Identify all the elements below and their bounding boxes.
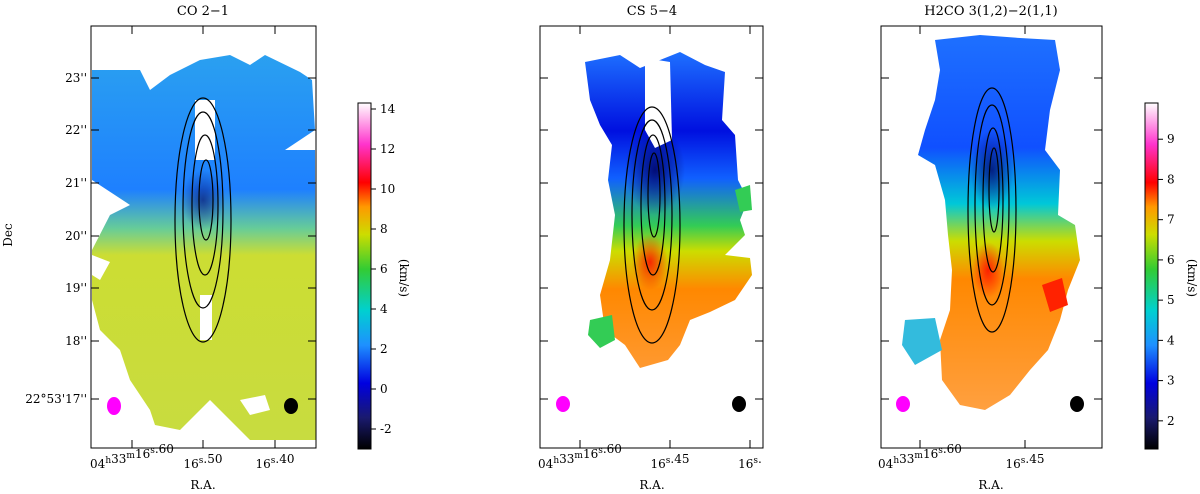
- colorbar: -2 0 2 4 6 8 10 12 14 (km/s): [357, 102, 411, 450]
- beam-synthesized: [107, 397, 121, 415]
- colorbar-tick-label: 10: [380, 182, 395, 196]
- panel-title: CS 5−4: [627, 4, 677, 19]
- colorbar-tick-label: 2: [380, 342, 388, 356]
- cyan-patch: [902, 318, 942, 365]
- colorbar-tick-label: 9: [1167, 132, 1175, 146]
- colorbar-tick-label: 2: [1167, 414, 1175, 428]
- tick-label: 04h33m16s.60: [878, 442, 962, 471]
- panel-co: CO 2−1 23'' 22'' 21'' 20'' 19'' 18'' 22°53'17'…: [1, 4, 317, 492]
- white-hole: [240, 395, 270, 415]
- tick-label: 16s.40: [256, 452, 295, 471]
- y-ticks: [881, 77, 1102, 400]
- x-ticks: 04h33m16s.60 16s.45: [878, 26, 1045, 471]
- beam-reference: [732, 396, 746, 412]
- tick-label: 04h33m16s.60: [538, 442, 622, 471]
- x-ticks: 04h33m16s.60 16s.45 16s.: [538, 26, 762, 471]
- colorbar-tick-label: 6: [1167, 253, 1175, 267]
- colorbar-tick-label: 3: [1167, 374, 1175, 388]
- colorbar-tick-label: 0: [380, 382, 388, 396]
- tick-label: 22'': [65, 123, 87, 137]
- plot-frame: [539, 25, 764, 449]
- tick-label: 21'': [65, 176, 87, 190]
- beam-synthesized: [896, 396, 910, 412]
- colorbar-tick-label: 14: [380, 102, 396, 116]
- tick-label: 23'': [65, 71, 87, 85]
- tick-label: 16s.50: [184, 452, 223, 471]
- x-axis-label: R.A.: [639, 478, 664, 492]
- colorbar-tick-label: 12: [380, 142, 395, 156]
- tick-label: 18'': [65, 334, 87, 348]
- x-axis-label: R.A.: [978, 478, 1003, 492]
- y-ticks: 23'' 22'' 21'' 20'' 19'' 18'' 22°53'17'': [25, 71, 316, 406]
- tick-label: 19'': [65, 281, 87, 295]
- x-axis-label: R.A.: [190, 478, 215, 492]
- y-ticks: [540, 77, 763, 400]
- red-core: [972, 242, 1004, 298]
- tick-label: 20'': [65, 229, 87, 243]
- white-hole: [92, 255, 110, 280]
- colorbar: 2 3 4 5 6 7 8 9 (km/s): [1144, 102, 1199, 450]
- colorbar-tick-label: 4: [380, 302, 388, 316]
- contours: [967, 87, 1017, 333]
- white-gap: [200, 295, 212, 340]
- panel-h2co: H2CO 3(1,2)−2(1,1) 04h33m16s.60 16s.45 R.…: [878, 4, 1103, 492]
- white-hole: [645, 58, 672, 148]
- red-patch: [1042, 278, 1068, 312]
- tick-label: 16s.: [738, 452, 762, 471]
- white-gap: [195, 100, 215, 160]
- green-blob: [735, 185, 752, 212]
- tick-label: 04h33m16s.60: [90, 442, 174, 471]
- green-blob: [588, 315, 615, 348]
- blue-core: [625, 125, 685, 215]
- beam-reference: [284, 398, 298, 414]
- colorbar-tick-label: -2: [380, 422, 392, 436]
- tick-label: 16s.45: [1006, 452, 1045, 471]
- colorbar-label: (km/s): [1185, 259, 1199, 297]
- colorbar-gradient: [357, 102, 372, 450]
- beam-reference: [1070, 396, 1084, 412]
- colorbar-tick-label: 5: [1167, 293, 1175, 307]
- colorbar-tick-label: 4: [1167, 333, 1175, 347]
- colorbar-tick-label: 6: [380, 262, 388, 276]
- tick-label: 16s.45: [651, 452, 690, 471]
- velocity-map: [918, 35, 1080, 410]
- contours: [623, 106, 681, 344]
- colorbar-gradient: [1144, 102, 1159, 450]
- colorbar-tick-label: 8: [380, 222, 388, 236]
- tick-label: 22°53'17'': [25, 392, 87, 406]
- colorbar-tick-label: 7: [1167, 213, 1175, 227]
- contours: [174, 97, 232, 343]
- plot-frame: [880, 25, 1103, 449]
- colorbar-label: (km/s): [397, 259, 411, 297]
- panel-cs: CS 5−4 04h33m16s.60 16s.45 16s. R.A.: [538, 4, 764, 492]
- velocity-map: [92, 55, 316, 440]
- x-ticks: 04h33m16s.60 16s.50 16s.40: [90, 26, 295, 471]
- red-core: [632, 234, 668, 290]
- y-axis-label: Dec: [1, 223, 15, 247]
- panel-title: H2CO 3(1,2)−2(1,1): [924, 4, 1057, 19]
- colorbar-tick-label: 8: [1167, 172, 1175, 186]
- panel-title: CO 2−1: [177, 4, 229, 19]
- beam-synthesized: [556, 396, 570, 412]
